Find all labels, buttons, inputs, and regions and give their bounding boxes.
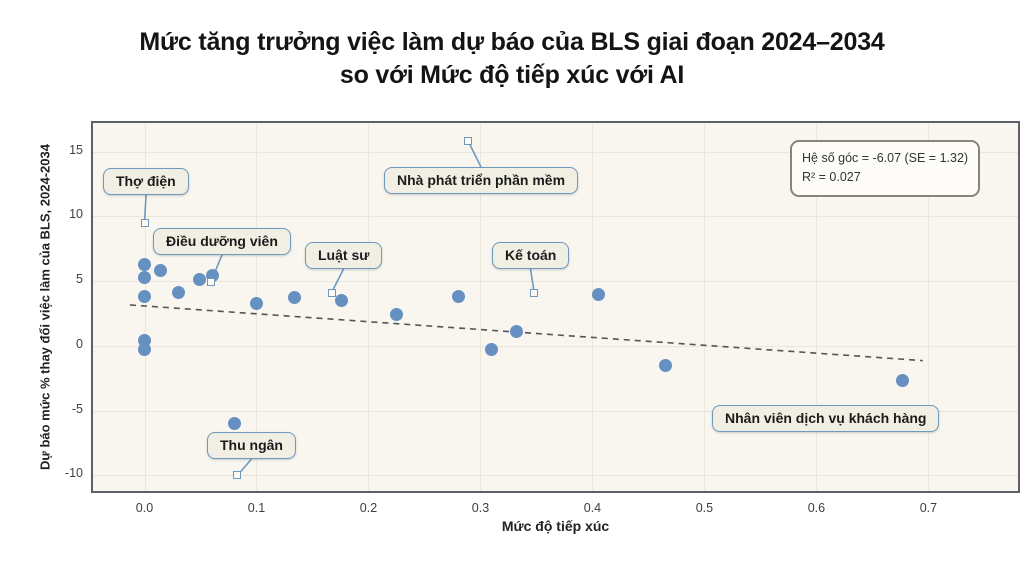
data-point <box>591 287 605 301</box>
data-point <box>389 308 403 322</box>
data-point <box>451 290 465 304</box>
chart-title-line1: Mức tăng trưởng việc làm dự báo của BLS … <box>139 28 885 56</box>
x-tick-label: 0.3 <box>471 501 490 515</box>
data-point <box>249 296 263 310</box>
x-tick-label: 0.7 <box>919 501 938 515</box>
y-tick-label: 15 <box>69 142 83 157</box>
annotation-marker-nha-phat-trien-phan-mem <box>464 137 473 146</box>
x-tick-label: 0.5 <box>695 501 714 515</box>
data-point <box>138 290 151 304</box>
x-tick-label: 0.2 <box>359 501 378 515</box>
callout-nha-phat-trien-phan-mem: Nhà phát triển phần mềm <box>384 167 579 194</box>
y-tick-label: -10 <box>64 466 83 481</box>
chart-title: Mức tăng trưởng việc làm dự báo của BLS … <box>0 26 1024 92</box>
data-point <box>227 417 241 431</box>
gridline-vertical <box>144 123 146 491</box>
y-tick-label: 10 <box>69 207 83 222</box>
callout-connector-nha-phat-trien-phan-mem <box>467 140 482 168</box>
data-point <box>138 270 151 284</box>
stats-r-squared: R² = 0.027 <box>802 170 861 185</box>
annotation-marker-ke-toan <box>530 288 539 297</box>
y-tick-label: 5 <box>76 272 83 287</box>
annotation-marker-thu-ngan <box>233 471 242 480</box>
stats-box: Hệ số góc = -6.07 (SE = 1.32) R² = 0.027 <box>790 140 981 197</box>
gridline-vertical <box>480 123 482 491</box>
data-point <box>658 358 672 372</box>
data-point <box>896 374 910 388</box>
data-point <box>509 325 523 339</box>
x-axis-label: Mức độ tiếp xúc <box>501 518 610 534</box>
y-axis-label: Dự báo mức % thay đổi việc làm của BLS, … <box>37 144 53 470</box>
x-tick-label: 0.6 <box>807 501 826 515</box>
callout-luat-su: Luật sư <box>305 242 383 269</box>
x-tick-label: 0.4 <box>583 501 602 515</box>
gridline-horizontal <box>93 410 1018 412</box>
data-point <box>171 286 185 300</box>
data-point <box>153 264 167 278</box>
trendline <box>129 304 923 362</box>
callout-connector-tho-dien <box>143 194 147 223</box>
gridline-horizontal <box>93 345 1018 347</box>
data-point <box>192 273 206 287</box>
x-tick-label: 0.1 <box>247 501 266 515</box>
x-tick-label: 0.0 <box>135 501 154 515</box>
callout-ke-toan: Kế toán <box>492 242 570 269</box>
gridline-horizontal <box>93 475 1018 477</box>
annotation-marker-luat-su <box>327 288 336 297</box>
plot-area: Hệ số góc = -6.07 (SE = 1.32) R² = 0.027… <box>65 121 1020 515</box>
callout-tho-dien: Thợ điện <box>103 168 189 195</box>
annotation-marker-dieu-duong-vien <box>206 278 215 287</box>
callout-dieu-duong-vien: Điều dưỡng viên <box>153 228 291 255</box>
data-point <box>485 342 499 356</box>
gridline-horizontal <box>93 216 1018 218</box>
y-tick-label: 0 <box>76 336 83 351</box>
gridline-horizontal <box>93 151 1018 153</box>
gridline-vertical <box>592 123 594 491</box>
callout-thu-ngan: Thu ngân <box>207 432 296 459</box>
gridline-horizontal <box>93 281 1018 283</box>
gridline-vertical <box>704 123 706 491</box>
callout-nhan-vien-dich-vu-khach-hang: Nhân viên dịch vụ khách hàng <box>712 405 940 432</box>
data-point <box>288 291 302 305</box>
gridline-vertical <box>816 123 818 491</box>
data-point <box>138 257 151 271</box>
y-tick-label: -5 <box>71 401 83 416</box>
chart-title-line2: so với Mức độ tiếp xúc với AI <box>339 61 685 89</box>
annotation-marker-tho-dien <box>140 218 149 227</box>
gridline-vertical <box>928 123 930 491</box>
gridline-vertical <box>368 123 370 491</box>
data-point <box>138 343 151 357</box>
stats-slope: Hệ số góc = -6.07 (SE = 1.32) <box>802 151 969 165</box>
data-point <box>335 294 349 308</box>
